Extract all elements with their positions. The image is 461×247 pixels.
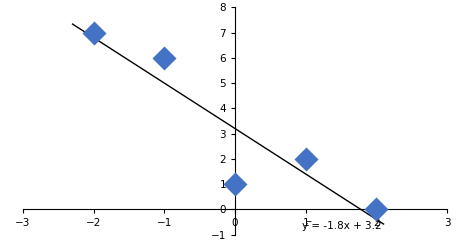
Point xyxy=(373,207,380,211)
Point xyxy=(90,31,97,35)
Text: y ̅= -1.8x + 3.2: y ̅= -1.8x + 3.2 xyxy=(302,221,382,231)
Point xyxy=(302,157,309,161)
Point xyxy=(231,182,239,186)
Point xyxy=(161,56,168,60)
